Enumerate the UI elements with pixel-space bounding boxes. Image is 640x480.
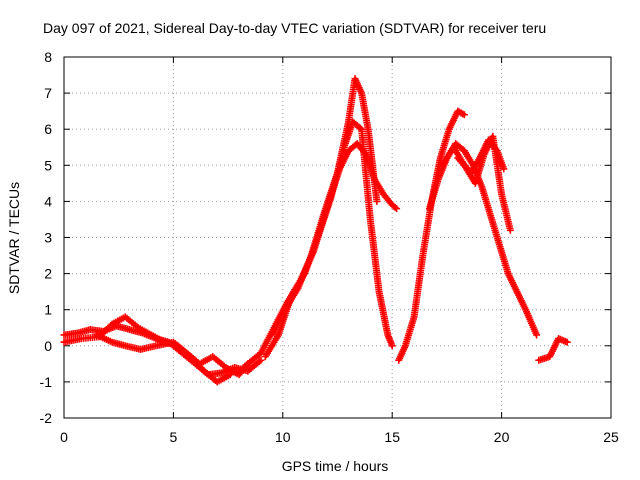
data-point bbox=[393, 205, 401, 213]
data-point bbox=[500, 165, 508, 173]
y-tick-label: 3 bbox=[44, 230, 52, 246]
x-tick-label: 0 bbox=[60, 429, 68, 445]
series-track-6 bbox=[268, 75, 381, 339]
series-track-2 bbox=[60, 313, 234, 386]
data-point bbox=[460, 111, 468, 119]
y-tick-label: 1 bbox=[44, 302, 52, 318]
series-track-10 bbox=[454, 136, 508, 177]
data-point bbox=[373, 197, 381, 205]
data-markers bbox=[60, 75, 571, 386]
y-tick-label: 4 bbox=[44, 193, 52, 209]
y-axis-label: SDTVAR / TECUs bbox=[6, 182, 22, 294]
x-tick-label: 25 bbox=[603, 429, 619, 445]
y-tick-label: -1 bbox=[40, 374, 53, 390]
x-tick-label: 15 bbox=[384, 429, 400, 445]
y-tick-label: 0 bbox=[44, 338, 52, 354]
series-track-11 bbox=[535, 335, 571, 364]
y-tick-label: 2 bbox=[44, 266, 52, 282]
series-track-5 bbox=[261, 118, 396, 361]
data-point bbox=[391, 203, 399, 211]
y-tick-label: -2 bbox=[40, 410, 53, 426]
y-tick-label: 7 bbox=[44, 85, 52, 101]
y-tick-label: 6 bbox=[44, 121, 52, 137]
x-tick-labels: 0 5 10 15 20 25 bbox=[60, 429, 619, 445]
data-point bbox=[533, 331, 541, 339]
x-axis-label: GPS time / hours bbox=[282, 458, 389, 474]
x-tick-label: 5 bbox=[170, 429, 178, 445]
y-tick-label: 8 bbox=[44, 49, 52, 65]
chart-title: Day 097 of 2021, Sidereal Day-to-day VTE… bbox=[43, 20, 546, 36]
series-track-9 bbox=[439, 132, 514, 234]
series-track-8 bbox=[425, 140, 541, 339]
gridlines bbox=[64, 57, 611, 418]
y-tick-labels: -2 -1 0 1 2 3 4 5 6 7 8 bbox=[40, 49, 53, 426]
data-point bbox=[388, 342, 396, 350]
x-tick-label: 20 bbox=[494, 429, 510, 445]
series-track-3 bbox=[93, 331, 252, 379]
data-point bbox=[257, 356, 265, 364]
data-point bbox=[563, 338, 571, 346]
axis-ticks bbox=[63, 56, 612, 419]
x-tick-label: 10 bbox=[275, 429, 291, 445]
data-point bbox=[506, 226, 514, 234]
y-tick-label: 5 bbox=[44, 157, 52, 173]
